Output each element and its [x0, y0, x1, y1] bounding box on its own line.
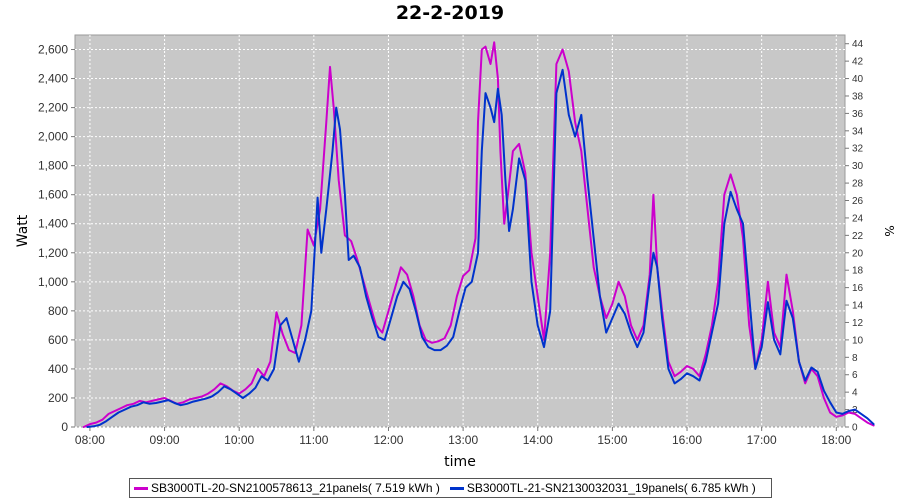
y2-tick-label: 22 [852, 231, 864, 242]
y-tick-label: 2,200 [38, 101, 68, 115]
legend-swatch-series-1 [134, 486, 148, 490]
y2-tick-label: 30 [852, 161, 864, 172]
x-tick-label: 11:00 [299, 433, 328, 447]
x-tick-label: 14:00 [523, 433, 553, 447]
y2-tick-label: 8 [852, 353, 858, 364]
x-tick-label: 18:00 [821, 433, 851, 447]
y-tick-label: 0 [61, 420, 68, 434]
y-tick-label: 2,000 [38, 130, 68, 144]
axes: 02004006008001,0001,2001,4001,6001,8002,… [38, 39, 864, 447]
y2-tick-label: 40 [852, 74, 864, 85]
y2-tick-label: 14 [852, 301, 864, 312]
x-tick-label: 12:00 [373, 433, 403, 447]
legend-swatch-series-2 [449, 486, 464, 490]
legend-item-series-2: SB3000TL-21-SN2130032031_19panels( 6.785… [449, 481, 756, 495]
y-tick-label: 2,400 [38, 72, 68, 86]
y2-tick-label: 12 [852, 318, 864, 329]
x-tick-label: 17:00 [747, 433, 777, 447]
y2-tick-label: 34 [852, 126, 864, 137]
y-tick-label: 600 [48, 333, 68, 347]
y-tick-label: 1,400 [38, 217, 68, 231]
y2-tick-label: 10 [852, 335, 864, 346]
x-tick-label: 09:00 [150, 433, 180, 447]
y2-tick-label: 44 [852, 39, 864, 50]
y2-axis-label: % [882, 225, 896, 236]
y2-tick-label: 18 [852, 266, 864, 277]
y-axis-label: Watt [15, 214, 31, 247]
y2-tick-label: 26 [852, 196, 864, 207]
y-tick-label: 1,000 [38, 275, 68, 289]
y-tick-label: 1,600 [38, 188, 68, 202]
x-tick-label: 15:00 [597, 433, 627, 447]
x-tick-label: 13:00 [448, 433, 478, 447]
legend: SB3000TL-20-SN2100578613_21panels( 7.519… [129, 478, 772, 498]
y-tick-label: 200 [48, 391, 68, 405]
plot-area [74, 34, 846, 428]
y-tick-label: 1,200 [38, 246, 68, 260]
series [82, 41, 875, 428]
series-line-2 [86, 68, 875, 428]
y2-tick-label: 16 [852, 283, 864, 294]
series-line-1 [82, 41, 875, 428]
y-tick-label: 400 [48, 362, 68, 376]
y2-tick-label: 6 [852, 370, 858, 381]
chart-title: 22-2-2019 [395, 2, 505, 24]
y2-tick-label: 24 [852, 213, 864, 224]
y2-tick-label: 0 [852, 423, 858, 434]
y-tick-label: 1,800 [38, 159, 68, 173]
legend-item-series-1: SB3000TL-20-SN2100578613_21panels( 7.519… [134, 481, 440, 495]
x-axis-label: time [444, 454, 476, 470]
x-tick-label: 16:00 [672, 433, 702, 447]
y2-tick-label: 32 [852, 144, 864, 155]
grid [75, 35, 845, 428]
legend-label-series-2: SB3000TL-21-SN2130032031_19panels( 6.785… [466, 481, 756, 495]
y2-tick-label: 38 [852, 91, 864, 102]
y-tick-label: 800 [48, 304, 68, 318]
y2-tick-label: 42 [852, 57, 864, 68]
y2-tick-label: 28 [852, 179, 864, 190]
y-tick-label: 2,600 [38, 43, 68, 57]
x-tick-label: 08:00 [75, 433, 105, 447]
y2-tick-label: 36 [852, 109, 864, 120]
legend-label-series-1: SB3000TL-20-SN2100578613_21panels( 7.519… [151, 481, 440, 495]
x-tick-label: 10:00 [224, 433, 254, 447]
y2-tick-label: 4 [852, 388, 858, 399]
y2-tick-label: 20 [852, 248, 864, 259]
